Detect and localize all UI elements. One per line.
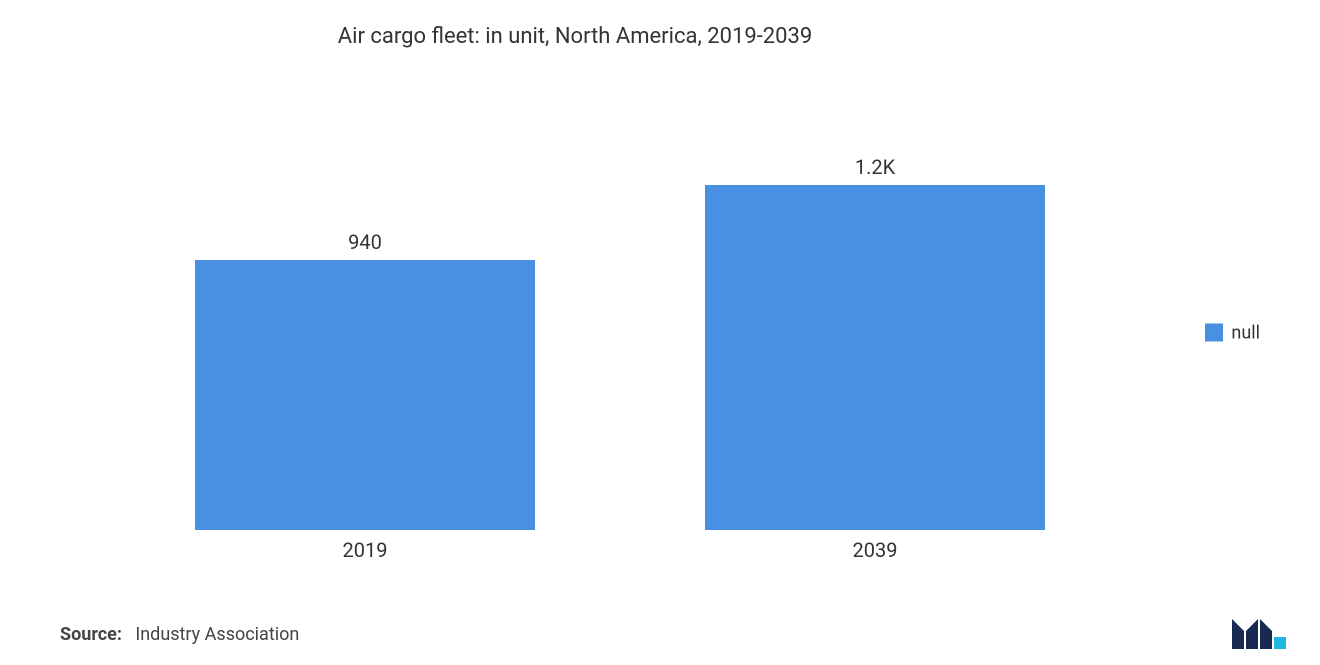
x-axis-labels: 2019 2039 — [110, 530, 1130, 570]
legend-swatch — [1205, 324, 1223, 342]
x-axis-label: 2019 — [195, 530, 535, 570]
legend-label: null — [1231, 322, 1260, 343]
chart-container: Air cargo fleet: in unit, North America,… — [0, 0, 1320, 665]
source-label: Source: — [60, 624, 122, 645]
source-text — [126, 624, 135, 645]
brand-logo-icon — [1230, 611, 1290, 655]
bar-group: 940 — [195, 230, 535, 530]
bar-value-label: 1.2K — [855, 155, 895, 179]
bar-value-label: 940 — [348, 230, 382, 254]
chart-title: Air cargo fleet: in unit, North America,… — [0, 24, 1150, 49]
x-axis-label: 2039 — [705, 530, 1045, 570]
bar-group: 1.2K — [705, 155, 1045, 530]
legend: null — [1205, 322, 1260, 343]
source-line: Source: Industry Association — [60, 624, 299, 645]
bars-wrapper: 940 1.2K — [110, 70, 1130, 530]
source-value: Industry Association — [135, 624, 299, 645]
bars-inner: 940 1.2K — [110, 70, 1130, 530]
bar — [195, 260, 535, 530]
bar — [705, 185, 1045, 530]
plot-area: 940 1.2K 2019 2039 — [110, 70, 1130, 570]
